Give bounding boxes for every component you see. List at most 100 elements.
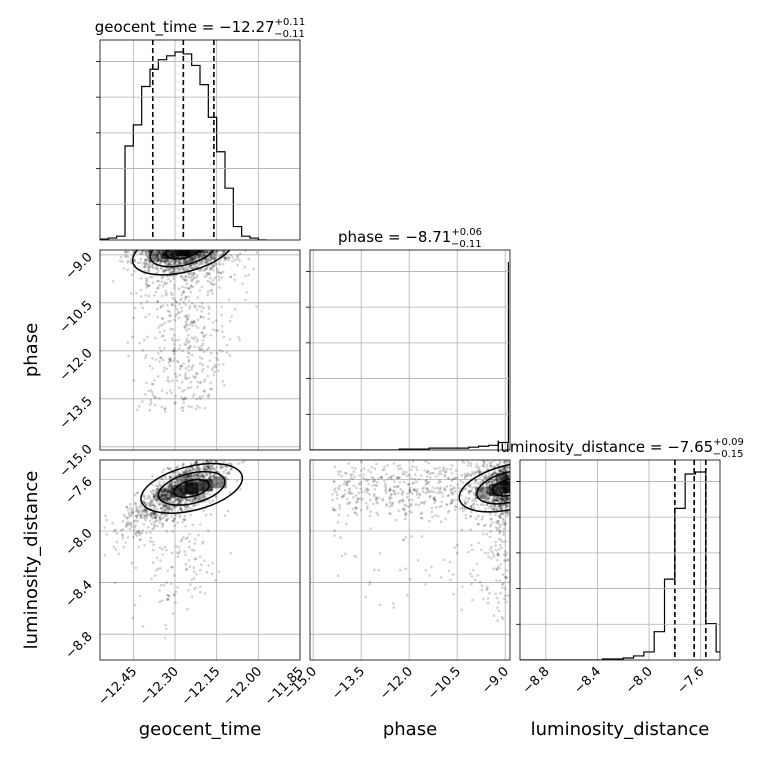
sample-point <box>184 371 188 375</box>
sample-point <box>485 465 488 469</box>
sample-point <box>156 258 160 262</box>
sample-point <box>202 467 205 471</box>
sample-point <box>493 478 497 482</box>
sample-point <box>164 289 168 293</box>
sample-point <box>408 510 412 513</box>
sample-point <box>115 540 119 544</box>
sample-point <box>143 264 147 268</box>
y-tick-label: −10.5 <box>57 298 96 337</box>
sample-point <box>135 491 138 495</box>
sample-point <box>440 504 443 508</box>
sample-point <box>170 271 174 274</box>
sample-point <box>451 487 455 490</box>
sample-point <box>192 566 196 569</box>
sample-point <box>199 523 202 526</box>
sample-point <box>230 467 234 470</box>
sample-point <box>175 379 179 382</box>
sample-point <box>219 484 222 488</box>
sample-point <box>230 463 234 466</box>
sample-point <box>134 532 138 536</box>
sample-point <box>438 479 441 482</box>
sample-point <box>498 470 501 473</box>
y-axis-label-luminosity_distance: luminosity_distance <box>21 471 42 650</box>
sample-point <box>437 472 441 476</box>
sample-point <box>143 494 146 498</box>
sample-point <box>193 542 197 545</box>
sample-point <box>141 529 145 532</box>
sample-point <box>174 401 177 405</box>
sample-point <box>169 467 172 470</box>
sample-point <box>229 275 232 279</box>
sample-point <box>469 484 472 488</box>
sample-point <box>154 494 157 498</box>
sample-point <box>179 497 183 501</box>
sample-point <box>347 462 350 465</box>
sample-point <box>165 500 169 504</box>
sample-point <box>206 460 209 464</box>
sample-point <box>504 504 508 508</box>
sample-point <box>129 258 133 261</box>
sample-point <box>503 522 507 526</box>
sample-point <box>381 497 384 501</box>
sample-point <box>201 475 205 479</box>
sample-point <box>489 523 493 526</box>
sample-point <box>488 591 491 595</box>
sample-point <box>362 473 366 476</box>
sample-point <box>162 489 166 493</box>
sample-point <box>430 490 434 493</box>
sample-point <box>494 513 497 517</box>
sample-point <box>455 551 459 555</box>
sample-point <box>389 475 393 479</box>
sample-point <box>160 335 164 338</box>
sample-point <box>146 335 149 339</box>
sample-point <box>215 482 219 486</box>
sample-point <box>205 250 209 252</box>
sample-point <box>490 473 494 476</box>
sample-point <box>144 251 148 254</box>
sample-point <box>176 465 179 468</box>
sample-point <box>184 343 188 347</box>
x-axis-label-geocent_time: geocent_time <box>139 719 262 740</box>
sample-point <box>176 497 179 501</box>
sample-point <box>148 265 151 269</box>
sample-point <box>128 514 132 518</box>
sample-point <box>485 587 489 591</box>
sample-point <box>165 598 169 601</box>
sample-point <box>171 303 174 306</box>
sample-point <box>447 569 451 573</box>
sample-point <box>227 471 230 475</box>
sample-point <box>151 265 155 268</box>
sample-point <box>140 531 144 535</box>
sample-point <box>191 285 195 289</box>
sample-point <box>173 343 176 346</box>
sample-point <box>481 493 485 497</box>
sample-point <box>185 499 189 502</box>
sample-point <box>486 585 489 588</box>
sample-point <box>184 297 187 301</box>
sample-point <box>184 261 188 264</box>
sample-point <box>396 464 399 468</box>
sample-point <box>207 346 210 350</box>
sample-point <box>124 255 127 259</box>
sample-point <box>195 372 199 376</box>
sample-point <box>491 457 494 460</box>
sample-point <box>207 272 211 275</box>
sample-point <box>151 511 154 514</box>
sample-point <box>473 481 476 485</box>
sample-point <box>163 329 166 333</box>
sample-point <box>189 284 193 287</box>
sample-point <box>148 519 152 522</box>
sample-point <box>185 282 189 286</box>
sample-point <box>336 470 340 473</box>
sample-point <box>164 488 167 491</box>
sample-point <box>445 485 449 488</box>
sample-point <box>209 266 213 269</box>
sample-point <box>138 261 142 264</box>
sample-point <box>399 488 403 491</box>
sample-point <box>121 520 125 523</box>
sample-point <box>503 476 506 480</box>
sample-point <box>402 480 406 484</box>
sample-point <box>498 567 501 570</box>
x-tick-label: −12.45 <box>96 664 141 709</box>
sample-point <box>207 395 210 399</box>
